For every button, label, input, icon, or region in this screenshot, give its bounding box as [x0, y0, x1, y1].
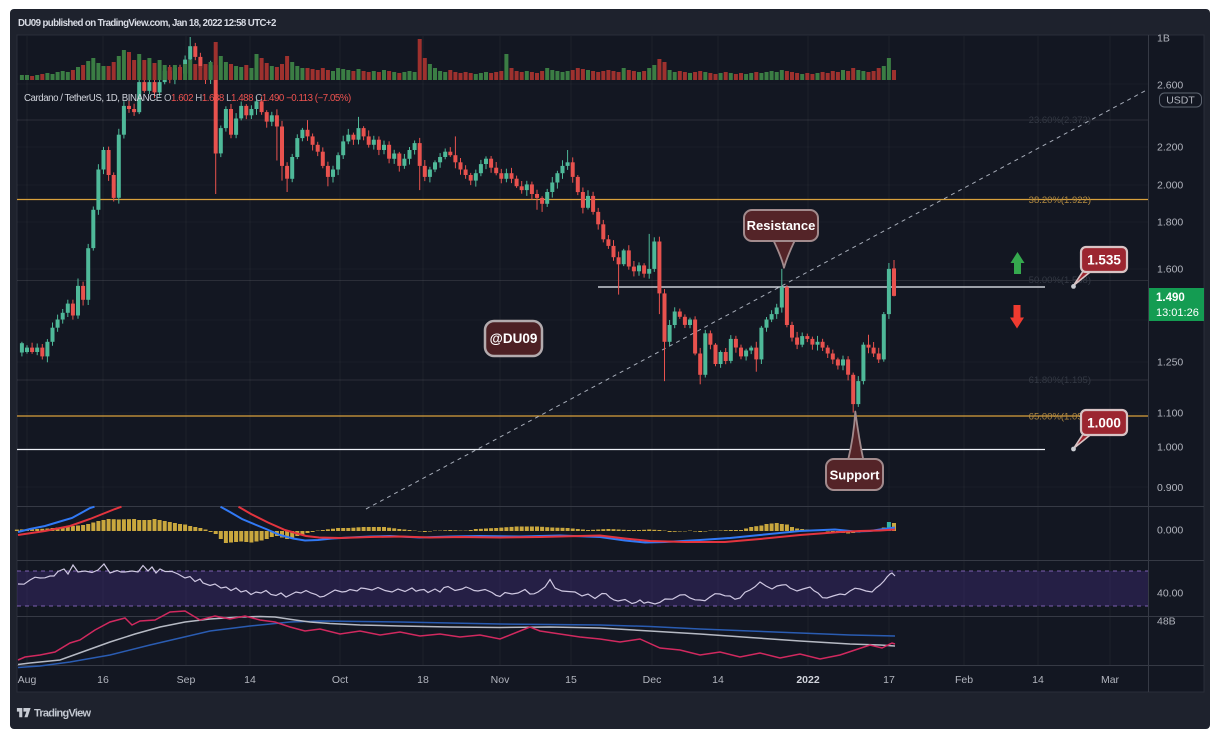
svg-text:1B: 1B — [1157, 33, 1170, 45]
svg-text:1.000: 1.000 — [1157, 442, 1183, 454]
svg-text:14: 14 — [244, 674, 256, 686]
svg-text:2.000: 2.000 — [1157, 180, 1183, 192]
svg-text:1.100: 1.100 — [1157, 408, 1183, 420]
svg-text:16: 16 — [97, 674, 109, 686]
svg-text:Nov: Nov — [491, 674, 510, 686]
svg-text:Support: Support — [830, 468, 880, 483]
svg-text:50.00%(1.558): 50.00%(1.558) — [1029, 275, 1091, 286]
svg-text:23.60%(2.372): 23.60%(2.372) — [1029, 115, 1091, 126]
svg-text:38.20%(1.922): 38.20%(1.922) — [1029, 195, 1091, 206]
svg-text:2022: 2022 — [796, 674, 820, 686]
svg-text:61.80%(1.195): 61.80%(1.195) — [1029, 375, 1091, 386]
svg-text:TradingView: TradingView — [34, 708, 92, 720]
svg-text:14: 14 — [1032, 674, 1044, 686]
svg-text:Dec: Dec — [643, 674, 662, 686]
svg-text:USDT: USDT — [1166, 95, 1195, 107]
svg-text:DU09 published on TradingView.: DU09 published on TradingView.com, Jan 1… — [18, 18, 276, 29]
svg-text:@DU09: @DU09 — [490, 331, 538, 346]
svg-text:2.200: 2.200 — [1157, 142, 1183, 154]
svg-text:1.490: 1.490 — [1156, 292, 1185, 304]
svg-text:40.00: 40.00 — [1157, 588, 1183, 600]
svg-text:15: 15 — [565, 674, 577, 686]
svg-text:0.000: 0.000 — [1157, 525, 1183, 537]
svg-text:13:01:26: 13:01:26 — [1156, 307, 1199, 319]
svg-text:1.535: 1.535 — [1087, 253, 1121, 268]
svg-text:Cardano / TetherUS, 1D, BINANC: Cardano / TetherUS, 1D, BINANCE O1.602 H… — [24, 93, 351, 104]
svg-text:17: 17 — [883, 674, 895, 686]
svg-text:1.250: 1.250 — [1157, 357, 1183, 369]
svg-text:Aug: Aug — [18, 674, 37, 686]
svg-text:Oct: Oct — [332, 674, 348, 686]
svg-text:1.800: 1.800 — [1157, 217, 1183, 229]
svg-text:1.000: 1.000 — [1087, 416, 1121, 431]
svg-text:0.900: 0.900 — [1157, 482, 1183, 494]
svg-text:18: 18 — [417, 674, 429, 686]
svg-text:14: 14 — [712, 674, 724, 686]
svg-text:Sep: Sep — [177, 674, 196, 686]
svg-text:48B: 48B — [1157, 616, 1176, 628]
svg-text:1.600: 1.600 — [1157, 264, 1183, 276]
svg-text:65.00%(1.096): 65.00%(1.096) — [1029, 412, 1091, 423]
svg-text:Mar: Mar — [1101, 674, 1120, 686]
svg-text:Feb: Feb — [955, 674, 973, 686]
svg-text:Resistance: Resistance — [747, 218, 816, 233]
svg-text:2.600: 2.600 — [1157, 80, 1183, 92]
